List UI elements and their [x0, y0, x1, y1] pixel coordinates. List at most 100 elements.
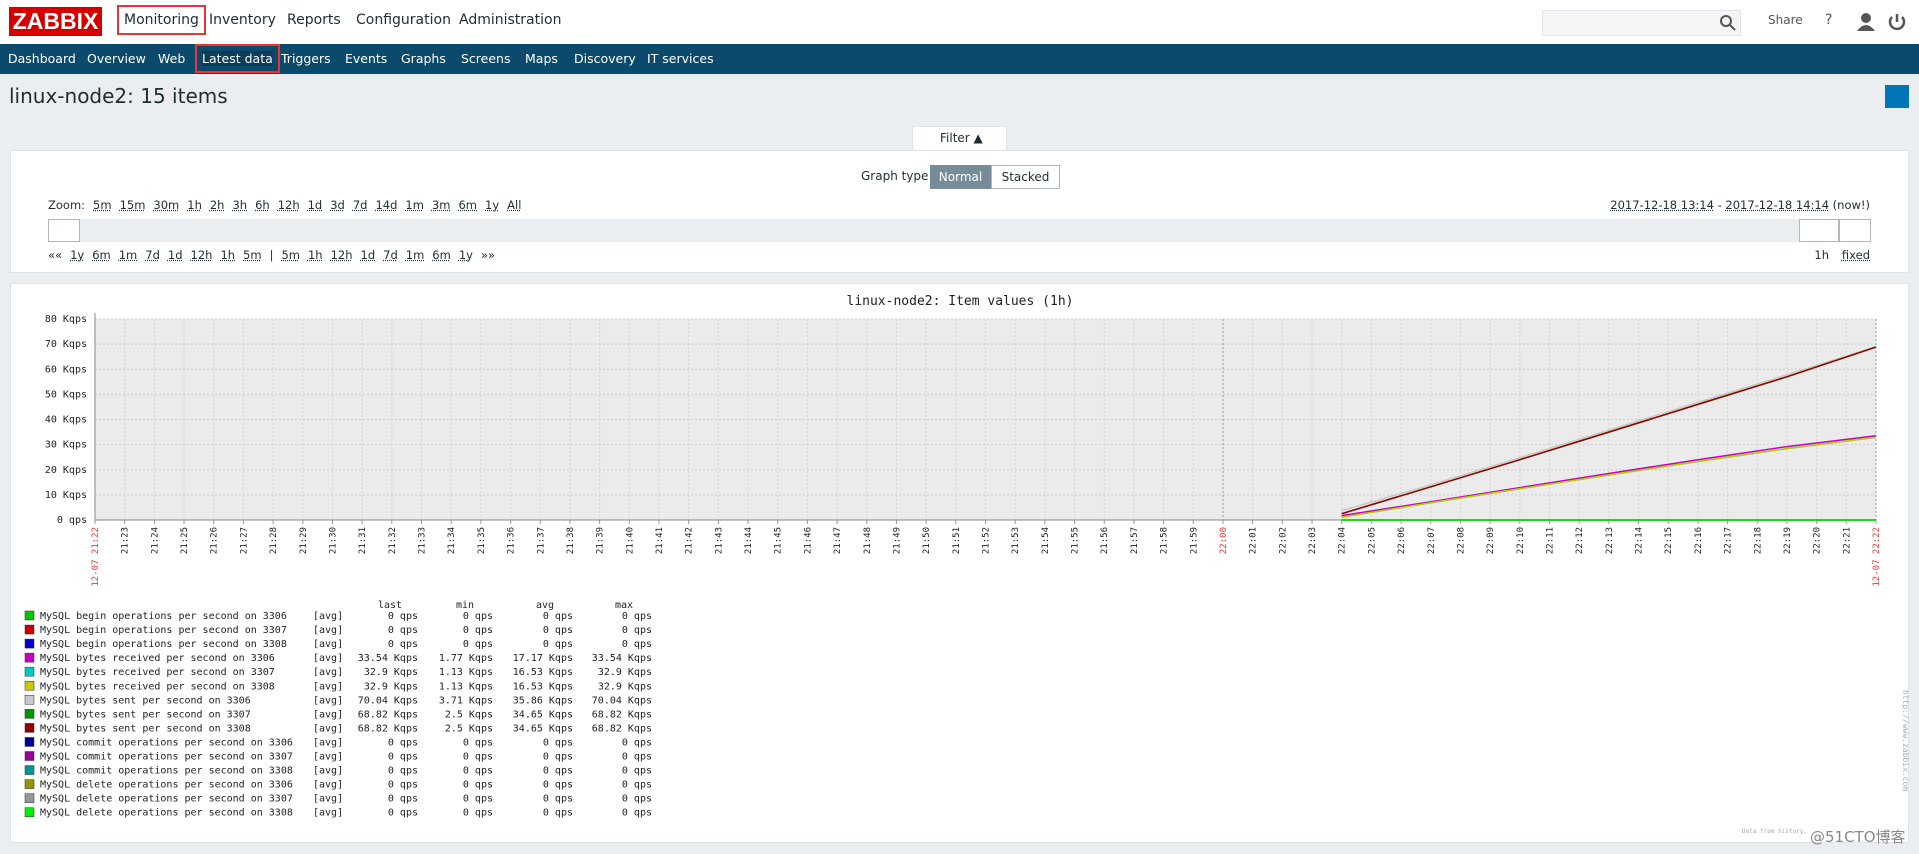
- menu-item[interactable]: Reports: [287, 12, 341, 28]
- legend-function: [avg]: [313, 752, 343, 763]
- period-link[interactable]: 5m: [243, 248, 262, 262]
- x-tick-label: 21:48: [863, 527, 873, 554]
- period-link[interactable]: 1y: [485, 198, 500, 212]
- legend-stat: 33.54 Kqps: [358, 653, 418, 664]
- x-tick-label: 21:38: [566, 527, 576, 554]
- period-link[interactable]: 1d: [307, 198, 323, 212]
- period-link[interactable]: 7d: [352, 198, 368, 212]
- period-link[interactable]: 6h: [255, 198, 270, 212]
- period-link[interactable]: 1m: [405, 248, 425, 262]
- submenu-item[interactable]: Graphs: [401, 51, 446, 66]
- period-link[interactable]: 3m: [431, 198, 451, 212]
- scroll-right[interactable]: [1839, 219, 1871, 242]
- legend-swatch: [24, 652, 35, 663]
- period-part[interactable]: 2017-12-18 14:14: [1725, 198, 1830, 212]
- legend-function: [avg]: [313, 611, 343, 622]
- fullscreen-button[interactable]: [1885, 85, 1909, 108]
- x-tick-label: 22:21: [1842, 527, 1852, 554]
- menu-item[interactable]: Inventory: [209, 12, 276, 28]
- legend-stat: 16.53 Kqps: [513, 667, 573, 678]
- period-link[interactable]: 5m: [281, 248, 300, 262]
- period-link[interactable]: 1m: [118, 248, 138, 262]
- legend-function: [avg]: [313, 681, 343, 692]
- x-tick-label: 21:53: [1011, 527, 1021, 554]
- period-link[interactable]: 6m: [92, 248, 111, 262]
- legend-stat: 0 qps: [388, 639, 418, 650]
- legend-swatch: [24, 807, 35, 817]
- submenu-item[interactable]: Screens: [461, 51, 511, 66]
- period-link[interactable]: 1h: [187, 198, 202, 212]
- legend-name: MySQL bytes sent per second on 3307: [40, 709, 251, 720]
- submenu-item[interactable]: Web: [158, 51, 186, 66]
- period-link[interactable]: 2h: [209, 198, 225, 212]
- period-link[interactable]: 1m: [405, 198, 424, 212]
- submenu-item[interactable]: Triggers: [281, 51, 331, 66]
- legend-swatch: [24, 624, 35, 635]
- submenu-item[interactable]: Latest data: [195, 44, 280, 73]
- submenu-item[interactable]: Events: [345, 51, 388, 66]
- fixed-link[interactable]: fixed: [1841, 248, 1870, 262]
- scroll-handle[interactable]: [1799, 219, 1839, 242]
- period-link[interactable]: 14d: [375, 198, 398, 212]
- period-link[interactable]: 30m: [153, 198, 180, 212]
- period-link[interactable]: 12h: [190, 248, 213, 262]
- legend-name: MySQL bytes sent per second on 3306: [40, 695, 251, 706]
- period-link[interactable]: All: [507, 198, 522, 212]
- legend-function: [avg]: [313, 737, 343, 748]
- submenu-item[interactable]: Dashboard: [8, 51, 76, 66]
- period-part[interactable]: 2017-12-18 13:14: [1610, 198, 1714, 212]
- user-icon[interactable]: [1855, 12, 1877, 32]
- search-icon[interactable]: [1718, 13, 1738, 33]
- x-tick-label: 22:09: [1486, 527, 1496, 554]
- scroll-left[interactable]: [48, 219, 80, 242]
- period-link[interactable]: 1y: [70, 248, 85, 262]
- period-link[interactable]: 15m: [119, 198, 146, 212]
- period-link[interactable]: 12h: [330, 248, 353, 262]
- x-tick-label: 21:46: [803, 527, 813, 554]
- logout-icon[interactable]: [1886, 11, 1908, 33]
- menu-item[interactable]: Monitoring: [117, 5, 206, 35]
- x-tick-label: 22:04: [1338, 527, 1348, 554]
- x-tick-label: 21:39: [596, 527, 606, 554]
- legend-stat: 17.17 Kqps: [513, 653, 573, 664]
- period-link[interactable]: 7d: [145, 248, 160, 262]
- period-link[interactable]: 1y: [458, 248, 473, 262]
- period-link[interactable]: 3h: [232, 198, 248, 212]
- legend-swatch: [24, 751, 35, 761]
- legend-stat: 0 qps: [622, 611, 652, 622]
- submenu-item[interactable]: Maps: [525, 51, 558, 66]
- menu-item[interactable]: Configuration: [356, 12, 451, 28]
- menu-item[interactable]: Administration: [459, 12, 562, 28]
- period-link[interactable]: 5m: [93, 198, 112, 212]
- filter-tab-label[interactable]: Filter ▲: [940, 131, 983, 145]
- legend-stat: 0 qps: [463, 752, 493, 763]
- period-link[interactable]: 3d: [330, 198, 345, 212]
- chart-title: linux-node2: Item values (1h): [847, 294, 1074, 309]
- period-link[interactable]: 6m: [432, 248, 451, 262]
- x-tick-label: 21:28: [269, 527, 279, 554]
- filter-tab[interactable]: [912, 126, 1007, 152]
- period-link[interactable]: 12h: [277, 198, 300, 212]
- submenu-item[interactable]: Discovery: [574, 51, 636, 66]
- x-tick-label: 21:37: [536, 527, 546, 554]
- legend-stat: 1.13 Kqps: [439, 681, 493, 692]
- period-link[interactable]: 1d: [360, 248, 376, 262]
- legend-stat: 0 qps: [388, 611, 418, 622]
- logo[interactable]: ZABBIX: [9, 7, 102, 36]
- period-link[interactable]: 1d: [167, 248, 183, 262]
- submenu-item[interactable]: Overview: [87, 51, 146, 66]
- help-button[interactable]: ?: [1825, 12, 1833, 28]
- period-link[interactable]: 7d: [383, 248, 398, 262]
- period-part: -: [1713, 198, 1726, 212]
- period-link[interactable]: 1h: [220, 248, 236, 262]
- search-box[interactable]: [1542, 10, 1741, 36]
- graph-type-button[interactable]: Stacked: [991, 165, 1060, 189]
- period-link[interactable]: 1h: [307, 248, 323, 262]
- period-link[interactable]: 6m: [458, 198, 478, 212]
- submenu-item[interactable]: IT services: [647, 51, 714, 66]
- scrollbar[interactable]: [48, 219, 1870, 242]
- legend-swatch: [24, 779, 35, 789]
- share-button[interactable]: Share: [1768, 13, 1803, 27]
- graph-type-button[interactable]: Normal: [930, 165, 991, 189]
- legend-function: [avg]: [313, 723, 343, 734]
